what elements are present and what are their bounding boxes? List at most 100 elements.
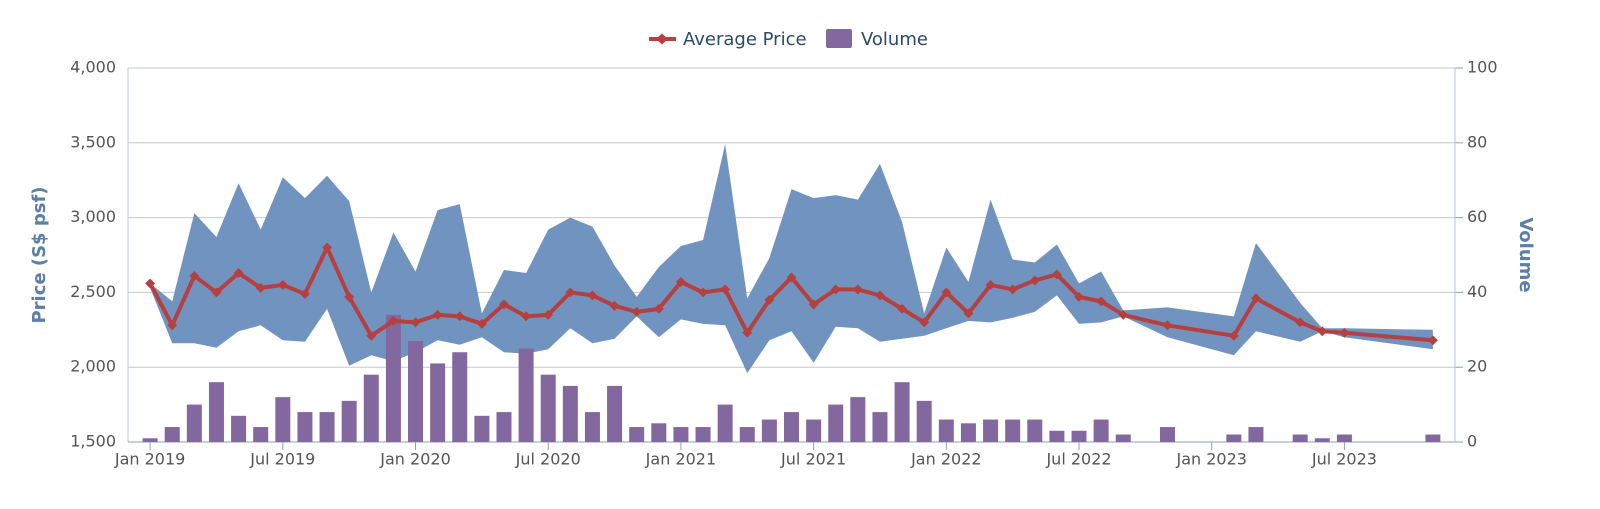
volume-bar (319, 412, 335, 442)
price-marker (786, 272, 797, 283)
volume-bar (275, 397, 291, 442)
volume-bar (806, 419, 822, 442)
volume-bar (231, 415, 247, 442)
y2-tick-label: 100 (1467, 58, 1498, 77)
x-tick-label: Jan 2022 (910, 450, 981, 469)
price-marker (1295, 317, 1306, 328)
y2-tick-label: 80 (1467, 132, 1487, 151)
price-marker (543, 309, 554, 320)
price-marker (830, 284, 841, 295)
price-range-area (150, 144, 1433, 374)
volume-bar (540, 374, 556, 442)
price-marker (653, 303, 664, 314)
volume-bar (1071, 430, 1087, 442)
price-marker (145, 278, 156, 289)
price-marker (344, 291, 355, 302)
volume-bar (297, 412, 313, 442)
volume-bar (1425, 434, 1441, 442)
price-marker (499, 299, 509, 310)
volume-bar (828, 404, 844, 442)
x-tick-label: Jan 2023 (1175, 450, 1246, 469)
price-line (148, 245, 1434, 343)
volume-bar (629, 427, 645, 442)
volume-bar (385, 314, 401, 442)
price-marker (277, 279, 288, 290)
y2-tick-label: 40 (1467, 282, 1487, 301)
price-marker (1074, 291, 1084, 302)
x-tick-label: Jul 2021 (780, 450, 846, 469)
volume-bar (1115, 434, 1131, 442)
price-marker (698, 287, 708, 298)
volume-bar (253, 427, 269, 442)
price-marker (764, 294, 775, 305)
volume-bar (496, 412, 512, 442)
volume-bar (430, 363, 446, 442)
volume-bar (562, 385, 578, 442)
price-marker (211, 287, 222, 298)
volume-bar (1248, 427, 1264, 442)
volume-bar (717, 404, 733, 442)
y2-tick-label: 0 (1467, 432, 1477, 451)
volume-bar (1336, 434, 1352, 442)
legend-label[interactable]: Average Price (683, 29, 807, 50)
y-tick-label: 3,500 (70, 132, 116, 151)
price-marker (410, 317, 421, 328)
volume-bar (673, 427, 689, 442)
volume-bar (983, 419, 999, 442)
y-tick-label: 2,000 (70, 357, 116, 376)
price-marker (1029, 275, 1040, 286)
price-marker (521, 311, 532, 322)
volume-bar (695, 427, 711, 442)
price-marker (1317, 326, 1328, 337)
price-marker (897, 303, 908, 314)
y2-tick-label: 20 (1467, 357, 1487, 376)
price-marker (565, 287, 576, 298)
price-marker (675, 276, 686, 287)
volume-bar (938, 419, 954, 442)
price-marker (299, 288, 310, 299)
legend-label[interactable]: Volume (861, 29, 928, 50)
price-marker (1007, 284, 1018, 295)
price-marker (1051, 269, 1062, 280)
y-tick-label: 1,500 (70, 432, 116, 451)
volume-bar (894, 382, 910, 442)
x-tick-label: Jan 2020 (379, 450, 450, 469)
volume-bar (1314, 438, 1330, 442)
price-marker (322, 242, 332, 253)
volume-bar (408, 341, 424, 442)
x-tick-label: Jul 2022 (1045, 450, 1111, 469)
price-marker (1096, 296, 1107, 307)
y2-axis-title: Volume (1515, 217, 1536, 292)
y-axis-title: Price (S$ psf) (29, 186, 50, 323)
volume-bar (607, 385, 623, 442)
price-marker (1339, 327, 1350, 338)
volume-bar (142, 438, 158, 442)
legend-bar-icon (826, 29, 852, 48)
volume-bar (1027, 419, 1043, 442)
volume-bar (341, 400, 357, 442)
x-tick-label: Jan 2021 (645, 450, 716, 469)
volume-bar (960, 423, 976, 442)
legend-marker-icon (656, 33, 668, 45)
price-marker (941, 287, 952, 298)
price-marker (1427, 335, 1438, 346)
price-marker (388, 315, 399, 326)
price-marker (432, 309, 443, 320)
x-tick-label: Jan 2019 (114, 450, 185, 469)
volume-bar (186, 404, 202, 442)
price-marker (255, 282, 266, 293)
volume-bar (1093, 419, 1109, 442)
x-tick-label: Jul 2023 (1311, 450, 1377, 469)
volume-bar (584, 412, 600, 442)
volume-bar (872, 412, 888, 442)
volume-bar (1159, 427, 1175, 442)
y-tick-label: 4,000 (70, 58, 116, 77)
y2-tick-label: 60 (1467, 207, 1487, 226)
volume-bar (1226, 434, 1242, 442)
price-marker (167, 320, 178, 331)
price-marker (742, 327, 753, 338)
price-marker (1251, 293, 1261, 304)
price-marker (1228, 330, 1239, 341)
price-marker (919, 317, 930, 328)
